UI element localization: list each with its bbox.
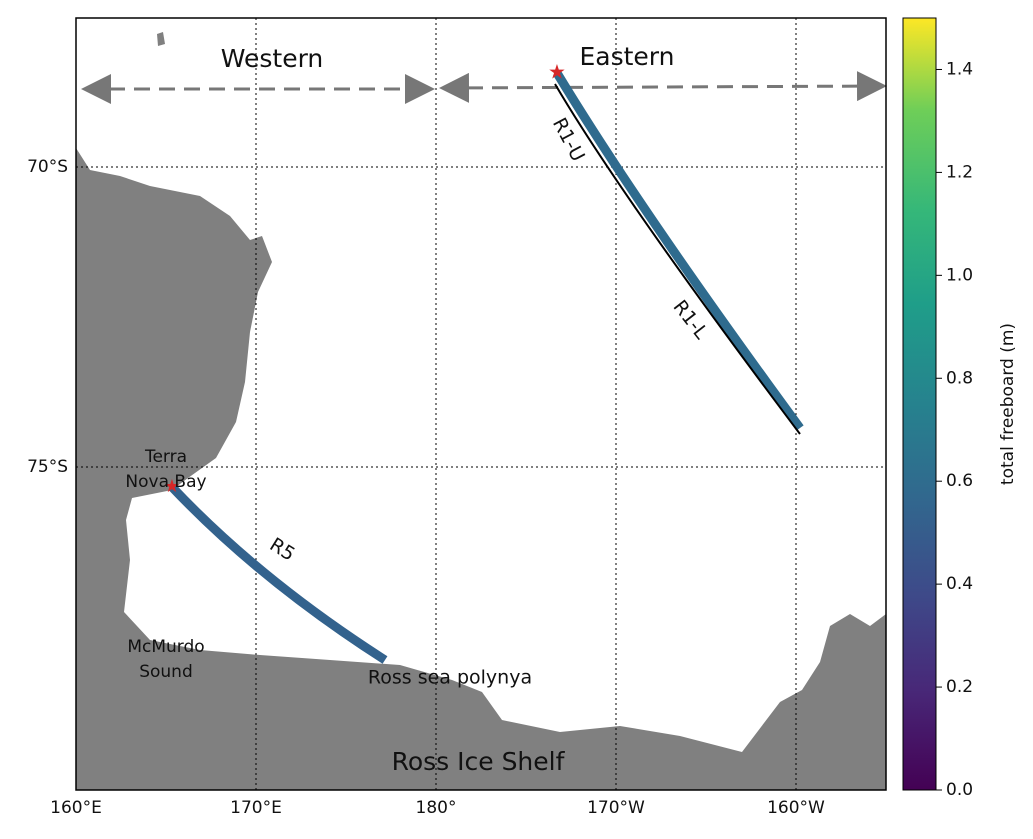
island [157, 32, 165, 46]
map: ★ ★ Western Eastern R1-U R1-L R5 Terra N… [27, 17, 887, 818]
colorbar-tick-label: 0.8 [946, 368, 973, 388]
place-label: Terra [144, 447, 187, 467]
track-r5 [168, 483, 388, 664]
graticule [76, 18, 886, 790]
colorbar-tick-label: 1.4 [946, 59, 973, 79]
colorbar: total freeboard (m) 0.0 0.2 0.4 0.6 0.8 1.0 1.… [902, 17, 1018, 800]
track-r1-bracket [554, 83, 801, 435]
start-star: ★ [548, 60, 566, 84]
lat-tick-label: 75°S [27, 457, 68, 477]
colorbar-tick-label: 1.0 [946, 265, 973, 285]
lon-tick-label: 170°E [230, 798, 282, 818]
colorbar-tick-label: 0.2 [946, 677, 973, 697]
colorbar-tick-label: 1.2 [946, 162, 973, 182]
lon-tick-label: 160°W [767, 798, 825, 818]
place-label: Sound [139, 662, 193, 682]
place-label: Ross Ice Shelf [392, 747, 566, 776]
land [76, 148, 886, 790]
lon-tick-label: 160°E [50, 798, 102, 818]
region-label: Western [221, 44, 324, 73]
start-star: ★ [164, 476, 180, 497]
track-r1 [553, 70, 804, 431]
region-label: Eastern [579, 42, 674, 71]
colorbar-ramp [902, 17, 937, 791]
region-arrows [81, 71, 887, 104]
place-label: Ross sea polynya [368, 667, 532, 689]
lon-tick-label: 170°W [587, 798, 645, 818]
colorbar-tick-label: 0.4 [946, 574, 973, 594]
colorbar-tick-label: 0.0 [946, 780, 973, 800]
lat-tick-label: 70°S [27, 157, 68, 177]
lon-tick-label: 180° [416, 798, 457, 818]
colorbar-tick-label: 0.6 [946, 471, 973, 491]
colorbar-label: total freeboard (m) [998, 323, 1018, 485]
place-label: Nova Bay [125, 472, 206, 492]
map-frame [75, 17, 887, 791]
place-label: McMurdo [127, 637, 204, 657]
